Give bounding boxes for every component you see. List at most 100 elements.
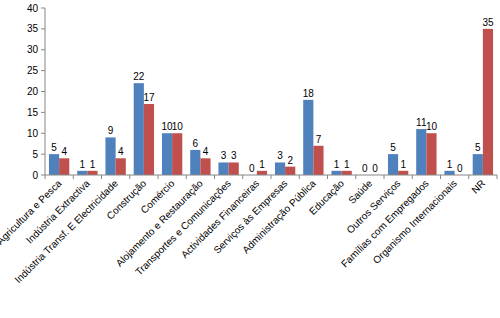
bar <box>105 137 115 175</box>
y-tick <box>41 8 45 9</box>
bar <box>275 162 285 175</box>
x-tick-label: NR <box>469 178 487 196</box>
bar <box>172 133 182 175</box>
bar <box>77 171 87 175</box>
data-label: 5 <box>475 142 481 153</box>
data-label: 0 <box>457 163 463 174</box>
bar <box>59 158 69 175</box>
y-tick <box>41 91 45 92</box>
data-label: 18 <box>303 88 315 99</box>
bar <box>444 171 454 175</box>
bar <box>229 162 239 175</box>
bar <box>331 171 341 175</box>
x-tick <box>73 175 74 179</box>
x-tick <box>158 175 159 179</box>
bar <box>190 150 200 175</box>
data-label: 3 <box>221 150 227 161</box>
chart: 0510152025303540519221063031810511154141… <box>0 0 500 318</box>
bar <box>257 171 267 175</box>
bar <box>218 162 228 175</box>
data-label: 2 <box>287 155 293 166</box>
x-tick <box>242 175 243 179</box>
chart-container: 0510152025303540519221063031810511154141… <box>0 0 500 318</box>
bar <box>416 129 426 175</box>
x-tick-label: Indústria Transf. E Electricidade <box>12 177 120 285</box>
y-tick-label: 30 <box>27 44 39 55</box>
x-tick <box>384 175 385 179</box>
x-tick-label: Administração Pública <box>240 177 318 255</box>
bar <box>87 171 97 175</box>
y-tick <box>41 49 45 50</box>
data-label: 5 <box>390 142 396 153</box>
bar <box>303 100 313 175</box>
data-label: 5 <box>51 142 57 153</box>
y-tick-label: 10 <box>27 128 39 139</box>
data-label: 4 <box>118 146 124 157</box>
x-tick <box>186 175 187 179</box>
bar <box>49 154 59 175</box>
data-label: 1 <box>344 159 350 170</box>
bar <box>285 167 295 175</box>
data-label: 3 <box>231 150 237 161</box>
bar <box>134 83 144 175</box>
y-tick <box>41 175 45 176</box>
x-tick <box>101 175 102 179</box>
y-tick <box>41 112 45 113</box>
bar <box>342 171 352 175</box>
x-tick <box>45 175 46 179</box>
bar <box>426 133 436 175</box>
data-label: 0 <box>362 163 368 174</box>
data-label: 0 <box>372 163 378 174</box>
data-label: 4 <box>203 146 209 157</box>
data-label: 17 <box>143 92 155 103</box>
bar <box>483 29 493 175</box>
bar <box>116 158 126 175</box>
data-label: 6 <box>193 138 199 149</box>
data-labels: 5192210630318105111541417104312710110035 <box>51 17 494 174</box>
y-tick-label: 25 <box>27 65 39 76</box>
y-tick <box>41 133 45 134</box>
bar <box>313 146 323 175</box>
data-label: 7 <box>316 134 322 145</box>
x-tick-label: Organismo Internacionais <box>371 178 459 266</box>
x-tick <box>412 175 413 179</box>
y-tick <box>41 70 45 71</box>
bar <box>473 154 483 175</box>
data-label: 1 <box>334 159 340 170</box>
data-label: 10 <box>172 121 184 132</box>
data-label: 1 <box>400 159 406 170</box>
x-tick <box>214 175 215 179</box>
bar <box>388 154 398 175</box>
y-tick <box>41 28 45 29</box>
x-tick <box>327 175 328 179</box>
data-label: 4 <box>61 146 67 157</box>
data-label: 1 <box>259 159 265 170</box>
data-label: 9 <box>108 125 114 136</box>
data-label: 10 <box>426 121 438 132</box>
bar <box>398 171 408 175</box>
x-tick <box>299 175 300 179</box>
data-label: 1 <box>447 159 453 170</box>
x-tick-label: Educação <box>307 177 347 217</box>
data-label: 22 <box>133 71 145 82</box>
x-tick <box>497 175 498 179</box>
x-tick <box>271 175 272 179</box>
y-tick-label: 40 <box>27 3 39 14</box>
y-tick <box>41 154 45 155</box>
y-tick-label: 20 <box>27 86 39 97</box>
y-tick-label: 0 <box>32 170 38 181</box>
bar <box>200 158 210 175</box>
y-tick-label: 15 <box>27 107 39 118</box>
x-tick-label: Construção <box>104 177 148 221</box>
x-tick <box>468 175 469 179</box>
bar <box>162 133 172 175</box>
y-tick-label: 5 <box>32 149 38 160</box>
data-label: 1 <box>90 159 96 170</box>
data-label: 0 <box>249 163 255 174</box>
data-label: 35 <box>482 17 494 28</box>
bars <box>49 29 493 175</box>
y-tick-label: 35 <box>27 23 39 34</box>
data-label: 1 <box>80 159 86 170</box>
data-label: 3 <box>277 150 283 161</box>
bar <box>144 104 154 175</box>
